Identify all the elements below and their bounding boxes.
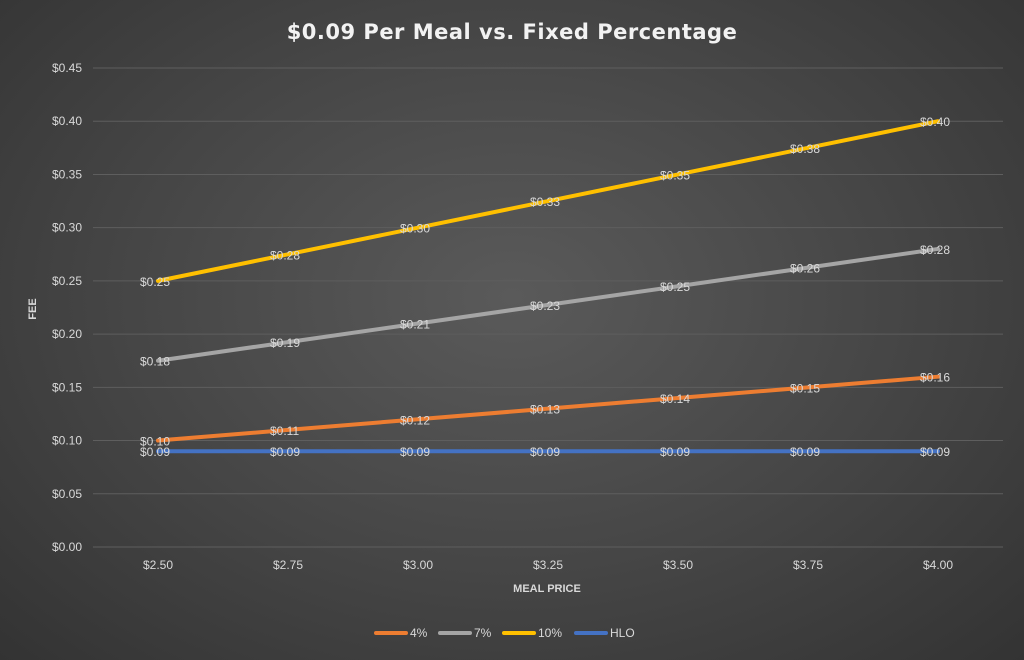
y-tick-label: $0.20 <box>52 327 82 341</box>
data-label: $0.09 <box>140 445 170 459</box>
y-tick-label: $0.05 <box>52 487 82 501</box>
data-label: $0.14 <box>660 392 690 406</box>
x-tick-label: $3.00 <box>403 558 433 572</box>
data-label: $0.33 <box>530 195 560 209</box>
data-label: $0.25 <box>660 280 690 294</box>
data-label: $0.40 <box>920 115 950 129</box>
x-tick-label: $4.00 <box>923 558 953 572</box>
y-tick-label: $0.30 <box>52 221 82 235</box>
data-label: $0.12 <box>400 413 430 427</box>
x-axis-title: MEAL PRICE <box>513 583 581 595</box>
y-tick-label: $0.35 <box>52 167 82 181</box>
data-label: $0.23 <box>530 299 560 313</box>
y-tick-label: $0.00 <box>52 540 82 554</box>
data-label: $0.09 <box>400 445 430 459</box>
legend-label: 10% <box>538 626 562 640</box>
data-label: $0.10 <box>140 435 170 449</box>
data-label: $0.09 <box>270 445 300 459</box>
y-tick-label: $0.40 <box>52 114 82 128</box>
data-label: $0.30 <box>400 222 430 236</box>
y-axis-title: FEE <box>27 298 39 319</box>
x-tick-label: $2.75 <box>273 558 303 572</box>
series-lines <box>156 119 940 454</box>
data-label: $0.16 <box>920 371 950 385</box>
y-tick-label: $0.15 <box>52 380 82 394</box>
legend-label: 4% <box>410 626 428 640</box>
x-tick-label: $3.50 <box>663 558 693 572</box>
series-line-4pct <box>156 374 940 443</box>
legend-label: 7% <box>474 626 492 640</box>
data-label: $0.18 <box>140 355 170 369</box>
data-labels: $0.10 $0.11 $0.12 $0.13 $0.14 $0.15 $0.16 $0.18… <box>140 115 950 459</box>
gridlines <box>93 67 1003 548</box>
data-label: $0.09 <box>790 445 820 459</box>
data-label: $0.25 <box>140 275 170 289</box>
legend: 4% 7% 10% HLO <box>374 626 635 640</box>
y-tick-label: $0.25 <box>52 274 82 288</box>
y-tick-label: $0.10 <box>52 434 82 448</box>
data-label: $0.09 <box>920 445 950 459</box>
y-axis-ticks: $0.00 $0.05 $0.10 $0.15 $0.20 $0.25 $0.30 $0.35… <box>52 61 82 554</box>
data-label: $0.13 <box>530 403 560 417</box>
data-label: $0.11 <box>270 424 299 438</box>
chart-title: $0.09 Per Meal vs. Fixed Percentage <box>287 20 738 44</box>
x-tick-label: $2.50 <box>143 558 173 572</box>
data-label: $0.35 <box>660 168 690 182</box>
x-tick-label: $3.75 <box>793 558 823 572</box>
data-label: $0.26 <box>790 262 820 276</box>
x-tick-label: $3.25 <box>533 558 563 572</box>
data-label: $0.28 <box>920 243 950 257</box>
series-line-10pct <box>156 119 940 283</box>
data-label: $0.21 <box>400 317 430 331</box>
data-label: $0.38 <box>790 142 820 156</box>
series-line-7pct <box>156 246 940 363</box>
data-label: $0.19 <box>270 336 300 350</box>
x-axis-ticks: $2.50 $2.75 $3.00 $3.25 $3.50 $3.75 $4.00 <box>143 558 953 572</box>
data-label: $0.09 <box>530 445 560 459</box>
data-label: $0.28 <box>270 248 300 262</box>
y-tick-label: $0.45 <box>52 61 82 75</box>
data-label: $0.09 <box>660 445 690 459</box>
legend-label: HLO <box>610 626 635 640</box>
data-label: $0.15 <box>790 381 820 395</box>
